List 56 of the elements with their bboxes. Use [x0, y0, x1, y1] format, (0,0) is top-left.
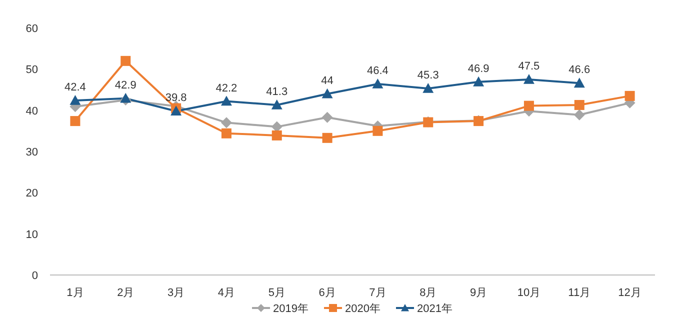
point	[574, 109, 585, 120]
point	[574, 78, 585, 88]
point	[322, 132, 332, 143]
x-tick-label: 5月	[268, 287, 286, 299]
point	[221, 128, 232, 138]
x-tick-label: 2月	[117, 287, 134, 299]
x-tick-label: 8月	[420, 287, 437, 299]
point	[624, 90, 635, 101]
x-tick-label: 9月	[470, 287, 488, 299]
point	[322, 112, 333, 123]
point	[120, 92, 132, 103]
y-tick-label: 10	[26, 228, 38, 241]
x-tick-label: 1月	[66, 287, 84, 299]
point	[70, 94, 81, 105]
data-label: 41.3	[266, 86, 288, 98]
point	[524, 100, 534, 111]
y-tick-label: 30	[26, 146, 38, 158]
point	[170, 106, 182, 116]
x-tick-label: 6月	[318, 287, 336, 299]
y-tick-label: 40	[26, 105, 38, 118]
point	[372, 78, 384, 88]
x-tick-label: 11月	[568, 287, 591, 299]
point	[372, 126, 383, 136]
legend-label: 2019年	[273, 303, 308, 315]
data-label: 42.9	[114, 79, 136, 92]
point	[422, 83, 434, 93]
y-tick-label: 50	[26, 64, 38, 76]
x-tick-label: 10月	[517, 287, 541, 299]
point	[120, 56, 131, 66]
point	[271, 99, 282, 110]
x-tick-label: 4月	[218, 287, 236, 299]
point	[70, 116, 80, 126]
x-tick-label: 3月	[167, 287, 185, 299]
point	[220, 117, 232, 128]
data-label: 46.6	[568, 64, 590, 76]
point	[220, 96, 232, 106]
point	[574, 100, 584, 110]
data-label: 42.4	[64, 81, 86, 94]
data-label: 44	[321, 74, 334, 87]
point	[473, 76, 484, 86]
y-tick-label: 20	[26, 188, 38, 200]
data-label: 45.3	[417, 70, 439, 82]
y-tick-label: 60	[26, 23, 38, 35]
data-label: 46.9	[468, 62, 490, 75]
data-label: 46.4	[366, 64, 388, 77]
y-tick-label: 0	[32, 270, 38, 282]
point	[322, 88, 333, 98]
point	[523, 74, 534, 84]
data-label: 42.2	[216, 82, 238, 94]
data-label: 47.5	[518, 60, 540, 72]
legend-label: 2021年	[417, 303, 452, 315]
data-label: 39.8	[165, 92, 187, 104]
x-tick-label: 12月	[618, 287, 642, 299]
point	[272, 130, 282, 140]
x-tick-label: 7月	[369, 287, 386, 299]
legend-label: 2020年	[345, 303, 380, 315]
